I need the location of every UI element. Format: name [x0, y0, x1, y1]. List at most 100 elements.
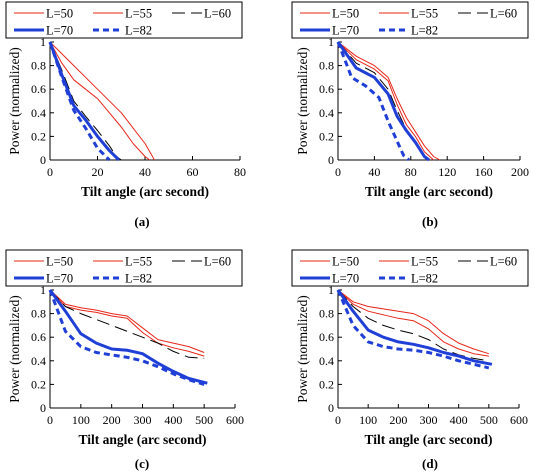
x-tick-label: 40 [368, 165, 380, 179]
y-axis-label: Power (normalized) [295, 295, 310, 403]
x-tick-label: 0 [335, 165, 341, 179]
series-line-l50 [49, 289, 205, 353]
y-tick-label: 0 [328, 401, 334, 415]
y-tick-label: 0.2 [319, 377, 334, 391]
legend-label: L=60 [204, 255, 231, 269]
series-line-l55 [337, 41, 434, 161]
series-line-l82 [48, 41, 111, 162]
y-tick-label: 0.4 [319, 354, 334, 368]
y-tick-label: 0.8 [319, 307, 334, 321]
series-line-l70 [48, 289, 208, 385]
y-tick-label: 0 [40, 153, 46, 167]
legend-label: L=50 [46, 7, 73, 21]
legend-label: L=55 [411, 7, 438, 21]
y-tick-label: 0.2 [31, 377, 46, 391]
y-axis-label: Power (normalized) [7, 295, 22, 403]
x-tick-label: 200 [511, 165, 529, 179]
y-tick-label: 1 [328, 35, 334, 49]
x-tick-label: 0 [47, 165, 53, 179]
series-line-l82 [48, 289, 205, 386]
x-tick-label: 80 [234, 165, 246, 179]
x-axis-label: Tilt angle (arc second) [78, 432, 206, 447]
y-axis-label: Power (normalized) [7, 47, 22, 155]
x-tick-label: 100 [72, 413, 90, 427]
panel-caption: (b) [422, 214, 438, 229]
panel-caption: (a) [134, 214, 149, 229]
x-tick-label: 200 [389, 413, 407, 427]
legend-label: L=50 [332, 255, 359, 269]
legend-label: L=60 [490, 255, 517, 269]
legend-label: L=70 [46, 272, 73, 286]
legend-label: L=55 [125, 7, 152, 21]
x-tick-label: 160 [475, 165, 493, 179]
x-tick-label: 0 [335, 413, 341, 427]
y-axis-label: Power (normalized) [295, 47, 310, 155]
legend-label: L=82 [411, 24, 438, 38]
legend-label: L=70 [332, 272, 359, 286]
series-line-l55 [337, 289, 489, 357]
x-tick-label: 400 [164, 413, 182, 427]
chart-panel-c: L=50 L=55 L=60 L=70 L=82 0 100 200 300 400 500 600 0… [5, 249, 244, 471]
legend-label: L=82 [125, 24, 152, 38]
x-tick-label: 100 [359, 413, 377, 427]
legend-label: L=55 [411, 255, 438, 269]
legend: L=50 L=55 L=60 L=70 L=82 [5, 249, 243, 287]
series-line-l50 [49, 41, 155, 161]
legend-label: L=70 [46, 24, 73, 38]
series-line-l70 [336, 41, 430, 162]
y-tick-label: 0.2 [31, 129, 46, 143]
legend-label: L=70 [332, 24, 359, 38]
y-tick-label: 0.2 [319, 129, 334, 143]
series-line-l82 [336, 41, 410, 162]
x-tick-label: 500 [195, 413, 213, 427]
y-tick-label: 0.8 [31, 59, 46, 73]
series-line-l50 [337, 41, 441, 161]
x-tick-label: 300 [420, 413, 438, 427]
y-tick-label: 0.4 [31, 354, 46, 368]
x-tick-label: 20 [92, 165, 104, 179]
y-tick-label: 0.6 [319, 82, 334, 96]
series-line-l60 [337, 289, 489, 362]
x-tick-label: 600 [226, 413, 244, 427]
panel-caption: (d) [422, 456, 438, 471]
y-tick-label: 1 [40, 35, 46, 49]
y-tick-label: 0 [40, 401, 46, 415]
legend-label: L=82 [125, 272, 152, 286]
chart-panel-d: L=50 L=55 L=60 L=70 L=82 0 100 200 300 400 500 600 0… [291, 249, 529, 471]
y-tick-label: 0.6 [31, 82, 46, 96]
series-line-l82 [336, 289, 490, 370]
x-tick-label: 40 [139, 165, 151, 179]
legend-box [5, 249, 243, 287]
legend: L=50 L=55 L=60 L=70 L=82 [291, 249, 529, 287]
legend-label: L=60 [490, 7, 517, 21]
chart-panel-a: L=50 L=55 L=60 L=70 L=82 0 20 40 60 80 0 0.2 0.4 0.6 0… [5, 1, 246, 229]
x-tick-label: 300 [134, 413, 152, 427]
series-line-l55 [49, 289, 205, 357]
legend-label: L=50 [46, 255, 73, 269]
panel-caption: (c) [135, 456, 149, 471]
y-tick-label: 1 [328, 283, 334, 297]
legend-label: L=50 [332, 7, 359, 21]
x-tick-label: 0 [47, 413, 53, 427]
x-tick-label: 60 [187, 165, 199, 179]
legend-label: L=82 [411, 272, 438, 286]
legend-box [5, 1, 243, 39]
y-tick-label: 0 [328, 153, 334, 167]
series-line-l70 [336, 289, 493, 366]
x-tick-label: 200 [103, 413, 121, 427]
y-tick-label: 0.4 [319, 106, 334, 120]
series-line-l50 [337, 289, 489, 355]
series-line-l60 [49, 289, 205, 359]
x-tick-label: 80 [405, 165, 417, 179]
chart-panel-b: L=50 L=55 L=60 L=70 L=82 0 40 80 120 160 200 0 0.2 0.… [291, 1, 529, 229]
series-line-l60 [49, 41, 122, 161]
x-tick-label: 600 [510, 413, 528, 427]
legend-label: L=55 [125, 255, 152, 269]
x-tick-label: 500 [480, 413, 498, 427]
y-tick-label: 0.4 [31, 106, 46, 120]
legend: L=50 L=55 L=60 L=70 L=82 [5, 1, 243, 39]
y-tick-label: 0.6 [31, 330, 46, 344]
series-line-l55 [49, 41, 151, 161]
x-axis-label: Tilt angle (arc second) [81, 184, 209, 199]
